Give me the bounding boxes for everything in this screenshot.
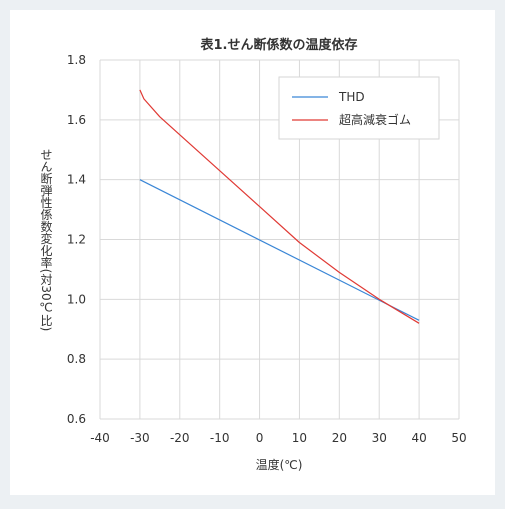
y-tick-label: 0.6: [67, 412, 86, 426]
y-tick-label: 1.4: [67, 173, 86, 187]
x-tick-label: 10: [292, 431, 307, 445]
x-tick-label: -40: [90, 431, 110, 445]
y-tick-label: 1.0: [67, 292, 86, 306]
x-tick-labels: -40 -30 -20 -10 0 10 20 30 40 50: [90, 431, 466, 445]
legend: THD 超高減衰ゴム: [278, 76, 440, 140]
x-tick-label: -20: [170, 431, 190, 445]
y-tick-label: 1.8: [67, 53, 86, 67]
y-axis-label: せん断弾性係数変化率(対30℃比): [39, 149, 53, 332]
x-tick-label: 40: [411, 431, 426, 445]
y-tick-label: 1.2: [67, 233, 86, 247]
x-tick-label: 30: [372, 431, 387, 445]
x-tick-label: 50: [451, 431, 466, 445]
series-line-2: [139, 89, 420, 324]
x-axis-label: 温度(℃): [256, 457, 303, 472]
x-tick-label: 20: [332, 431, 347, 445]
x-tick-label: 0: [256, 431, 264, 445]
x-tick-label: -30: [130, 431, 150, 445]
x-tick-label: -10: [210, 431, 230, 445]
series-line-1: [139, 179, 420, 321]
legend-box: [278, 76, 440, 140]
y-tick-labels: 0.6 0.8 1.0 1.2 1.4 1.6 1.8: [67, 53, 86, 426]
series-lines: [139, 89, 420, 324]
chart-title: 表1.せん断係数の温度依存: [200, 37, 358, 53]
legend-label-2: 超高減衰ゴム: [339, 112, 411, 127]
y-tick-label: 0.8: [67, 352, 86, 366]
legend-label-1: THD: [338, 90, 365, 104]
y-tick-label: 1.6: [67, 113, 86, 127]
